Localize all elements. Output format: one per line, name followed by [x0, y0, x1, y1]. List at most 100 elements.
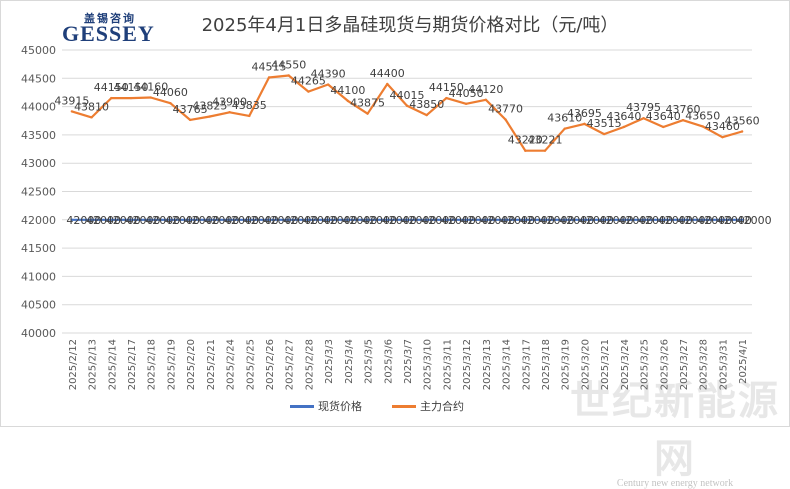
x-tick-label: 2025/4/1 [738, 339, 749, 384]
futures-point [169, 102, 172, 105]
spot-point [228, 218, 231, 221]
logo-en-text: GESSEY [62, 21, 155, 46]
x-tick-label: 2025/2/24 [226, 339, 237, 390]
futures-point [543, 149, 547, 152]
legend-swatch-spot [290, 404, 314, 408]
futures-data-label: 43515 [587, 117, 622, 130]
futures-data-label: 43220 [508, 134, 543, 147]
futures-data-label: 43760 [666, 103, 701, 116]
futures-data-label: 43810 [74, 100, 109, 113]
futures-data-label: 43221 [528, 134, 563, 147]
futures-point [248, 114, 251, 118]
y-tick-label: 40500 [21, 299, 56, 312]
futures-data-label: 44100 [330, 84, 365, 97]
futures-point [90, 116, 93, 119]
futures-data-label: 43795 [626, 101, 661, 114]
x-tick-label: 2025/3/21 [600, 339, 611, 390]
futures-point [642, 117, 645, 120]
spot-data-label: 42000 [638, 214, 673, 227]
futures-data-label: 43610 [547, 112, 582, 125]
futures-point [307, 90, 310, 93]
spot-data-label: 42000 [658, 214, 693, 227]
spot-point [188, 218, 192, 221]
legend-label-spot: 现货价格 [318, 400, 362, 413]
watermark-en: Century new energy network [616, 478, 734, 489]
spot-data-label: 42000 [264, 214, 299, 227]
futures-data-label: 44265 [291, 75, 326, 88]
x-tick-label: 2025/3/11 [442, 339, 453, 390]
x-tick-label: 2025/3/31 [718, 339, 729, 390]
legend-item-spot: 现货价格 [290, 398, 362, 414]
futures-point [267, 76, 271, 79]
spot-point [583, 218, 586, 221]
futures-point [129, 96, 133, 100]
spot-point [169, 218, 172, 221]
futures-data-label: 43825 [192, 100, 227, 113]
futures-data-label: 44015 [390, 89, 425, 102]
futures-data-label: 44150 [429, 81, 464, 94]
futures-point [504, 118, 507, 121]
x-tick-label: 2025/3/24 [620, 339, 631, 390]
watermark-cn: 世纪新能源网 [570, 378, 780, 482]
spot-data-label: 42000 [697, 214, 732, 227]
futures-data-label: 43900 [212, 95, 247, 108]
x-tick-label: 2025/3/25 [640, 339, 651, 390]
spot-data-label: 42000 [86, 214, 121, 227]
spot-point [701, 218, 704, 221]
x-tick-label: 2025/3/3 [324, 339, 335, 384]
futures-point [681, 118, 685, 122]
spot-point [740, 218, 744, 221]
futures-data-label: 44160 [133, 81, 168, 94]
x-tick-label: 2025/3/27 [679, 339, 690, 390]
y-tick-label: 42000 [21, 214, 56, 227]
futures-data-label: 44400 [370, 67, 405, 80]
spot-point [484, 218, 488, 221]
spot-data-label: 42000 [579, 214, 614, 227]
spot-data-label: 42000 [244, 214, 279, 227]
spot-data-label: 42000 [303, 214, 338, 227]
y-tick-label: 41000 [21, 270, 56, 283]
futures-point [326, 83, 330, 86]
futures-point [425, 113, 428, 117]
futures-data-label: 44515 [252, 60, 287, 73]
spot-point [642, 218, 645, 221]
futures-data-label: 43765 [173, 103, 208, 116]
x-tick-label: 2025/3/26 [659, 339, 670, 390]
x-tick-label: 2025/3/5 [364, 339, 375, 384]
x-tick-label: 2025/2/12 [68, 339, 79, 390]
x-tick-label: 2025/3/12 [462, 339, 473, 390]
y-tick-label: 43500 [21, 129, 56, 142]
futures-point [524, 149, 527, 152]
futures-data-label: 44150 [114, 81, 149, 94]
spot-point [425, 218, 428, 221]
spot-point [248, 218, 251, 221]
legend-swatch-futures [392, 404, 416, 408]
x-tick-label: 2025/3/20 [580, 339, 591, 390]
futures-point [366, 112, 369, 115]
futures-data-label: 44550 [271, 58, 306, 71]
legend-label-futures: 主力合约 [420, 400, 464, 413]
futures-data-label: 44120 [468, 83, 503, 96]
spot-data-label: 42000 [66, 214, 101, 227]
spot-data-label: 42000 [204, 214, 239, 227]
x-tick-label: 2025/2/27 [285, 339, 296, 390]
legend-item-futures: 主力合约 [392, 398, 464, 414]
futures-data-label: 43650 [685, 109, 720, 122]
spot-point [464, 218, 468, 221]
gessey-logo: 盖锡咨询 GESSEY [62, 10, 154, 48]
spot-point [681, 218, 685, 221]
x-tick-label: 2025/3/14 [502, 339, 513, 390]
spot-data-label: 42000 [678, 214, 713, 227]
spot-data-label: 42000 [323, 214, 358, 227]
futures-point [228, 111, 231, 114]
futures-data-label: 44150 [94, 81, 129, 94]
y-tick-label: 41500 [21, 242, 56, 255]
spot-data-label: 42000 [126, 214, 161, 227]
spot-point [110, 218, 113, 221]
spot-data-label: 42000 [165, 214, 200, 227]
spot-point [90, 218, 93, 221]
spot-point [524, 218, 527, 221]
y-tick-label: 43000 [21, 157, 56, 170]
spot-data-label: 42000 [421, 214, 456, 227]
spot-data-label: 42000 [283, 214, 318, 227]
